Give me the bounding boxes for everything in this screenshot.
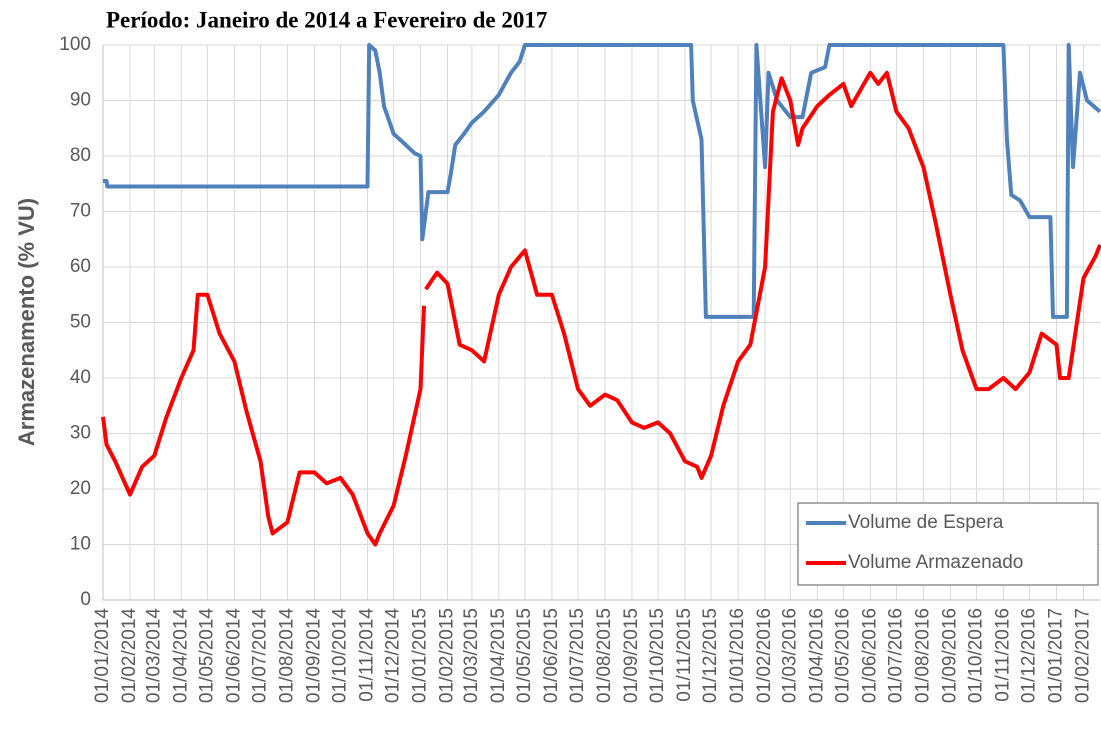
x-tick-label: 01/04/2014 bbox=[170, 608, 191, 704]
x-tick-label: 01/06/2016 bbox=[859, 608, 880, 703]
series-line bbox=[103, 43, 1101, 319]
x-tick-label: 01/01/2014 bbox=[92, 608, 113, 704]
x-tick-label: 01/04/2016 bbox=[806, 608, 827, 703]
y-tick-label: 80 bbox=[70, 145, 91, 166]
x-tick-label: 01/07/2016 bbox=[885, 608, 906, 703]
x-tick-label: 01/02/2015 bbox=[437, 608, 458, 703]
legend: Volume de Espera Volume Armazenado bbox=[797, 502, 1099, 586]
x-tick-label: 01/10/2014 bbox=[330, 608, 351, 704]
x-tick-label: 01/02/2016 bbox=[754, 608, 775, 703]
x-tick-label: 01/05/2016 bbox=[832, 608, 853, 703]
x-tick-label: 01/08/2014 bbox=[276, 608, 297, 704]
y-tick-label: 70 bbox=[70, 201, 91, 222]
x-tick-label: 01/12/2014 bbox=[383, 608, 404, 704]
x-tick-label: 01/07/2015 bbox=[567, 608, 588, 703]
x-tick-label: 01/05/2014 bbox=[196, 608, 217, 704]
x-tick-label: 01/12/2016 bbox=[1019, 608, 1040, 703]
x-tick-label: 01/01/2016 bbox=[727, 608, 748, 703]
series-line bbox=[101, 70, 1101, 547]
legend-label: Volume Armazenado bbox=[848, 552, 1023, 573]
x-tick-label: 01/07/2014 bbox=[249, 608, 270, 704]
y-tick-label: 30 bbox=[70, 423, 91, 444]
x-tick-label: 01/01/2017 bbox=[1046, 608, 1067, 703]
x-tick-label: 01/11/2016 bbox=[992, 608, 1013, 702]
y-tick-label: 90 bbox=[70, 90, 91, 111]
legend-label: Volume de Espera bbox=[848, 512, 1004, 533]
chart-title: Período: Janeiro de 2014 a Fevereiro de … bbox=[106, 7, 547, 32]
y-tick-label: 10 bbox=[70, 534, 91, 555]
x-tick-label: 01/09/2015 bbox=[621, 608, 642, 703]
x-tick-label: 01/09/2016 bbox=[939, 608, 960, 703]
x-tick-label: 01/11/2015 bbox=[674, 608, 695, 702]
y-tick-label: 50 bbox=[70, 312, 91, 333]
x-tick-label: 01/04/2015 bbox=[488, 608, 509, 703]
x-tick-label: 01/03/2015 bbox=[461, 608, 482, 703]
x-tick-label: 01/06/2015 bbox=[541, 608, 562, 703]
x-tick-label: 01/03/2016 bbox=[779, 608, 800, 703]
y-tick-label: 0 bbox=[80, 589, 91, 610]
y-tick-label: 20 bbox=[70, 478, 91, 499]
y-tick-label: 60 bbox=[70, 256, 91, 277]
x-tick-label: 01/03/2014 bbox=[143, 608, 164, 704]
x-tick-label: 01/08/2015 bbox=[594, 608, 615, 703]
x-tick-label: 01/09/2014 bbox=[303, 608, 324, 704]
x-tick-label: 01/02/2017 bbox=[1072, 608, 1093, 703]
y-axis-label: Armazenamento (% VU) bbox=[14, 198, 39, 446]
x-tick-label: 01/01/2015 bbox=[410, 608, 431, 703]
legend-box bbox=[797, 502, 1099, 586]
x-tick-label: 01/02/2014 bbox=[119, 608, 140, 704]
x-tick-label: 01/11/2014 bbox=[356, 608, 377, 702]
x-tick-label: 01/06/2014 bbox=[223, 608, 244, 704]
x-tick-label: 01/08/2016 bbox=[912, 608, 933, 703]
y-tick-label: 100 bbox=[59, 34, 91, 55]
y-tick-label: 40 bbox=[70, 367, 91, 388]
x-tick-label: 01/10/2015 bbox=[647, 608, 668, 703]
x-tick-label: 01/12/2015 bbox=[700, 608, 721, 703]
x-tick-label: 01/10/2016 bbox=[965, 608, 986, 703]
x-tick-label: 01/05/2015 bbox=[514, 608, 535, 703]
